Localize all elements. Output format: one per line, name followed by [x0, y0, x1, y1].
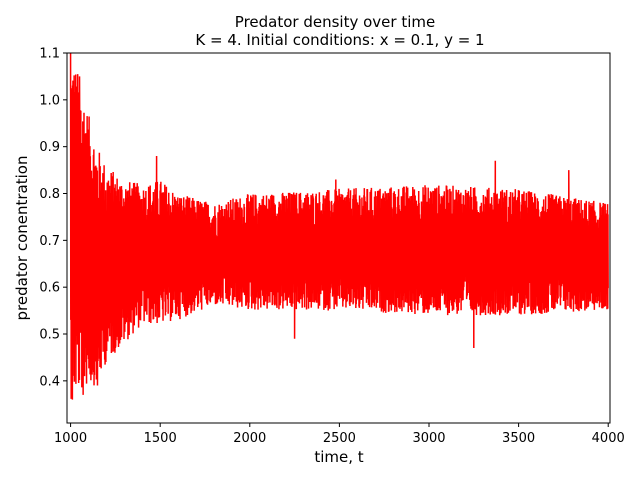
x-axis-label: time, t: [314, 448, 363, 466]
x-tick-label: 2000: [233, 431, 266, 446]
y-axis: 0.4 0.5 0.6 0.7 0.8 0.9 1.0 1.1: [39, 47, 67, 389]
y-tick-label: 1.1: [39, 47, 60, 62]
y-tick-label: 0.4: [39, 374, 60, 389]
chart-title: Predator density over time: [235, 13, 435, 31]
x-tick-label: 1500: [144, 431, 177, 446]
y-tick-label: 0.7: [39, 234, 60, 249]
x-tick-label: 2500: [323, 431, 356, 446]
series-line-predator: [69, 53, 609, 400]
x-axis: 1000 1500 2000 2500 3000 3500 4000: [54, 423, 625, 446]
x-tick-label: 4000: [592, 431, 625, 446]
y-axis-label: predator conentration: [13, 156, 31, 321]
y-tick-label: 0.5: [39, 328, 60, 343]
x-tick-label: 3500: [502, 431, 535, 446]
series-group: [69, 53, 609, 400]
x-tick-label: 3000: [412, 431, 445, 446]
y-tick-label: 1.0: [39, 93, 60, 108]
plot-area: [66, 52, 611, 424]
plot-frame: [66, 52, 611, 424]
x-tick-label: 1000: [54, 431, 87, 446]
y-tick-label: 0.8: [39, 187, 60, 202]
y-tick-label: 0.6: [39, 281, 60, 296]
y-tick-label: 0.9: [39, 140, 60, 155]
chart-subtitle: K = 4. Initial conditions: x = 0.1, y = …: [195, 31, 484, 49]
